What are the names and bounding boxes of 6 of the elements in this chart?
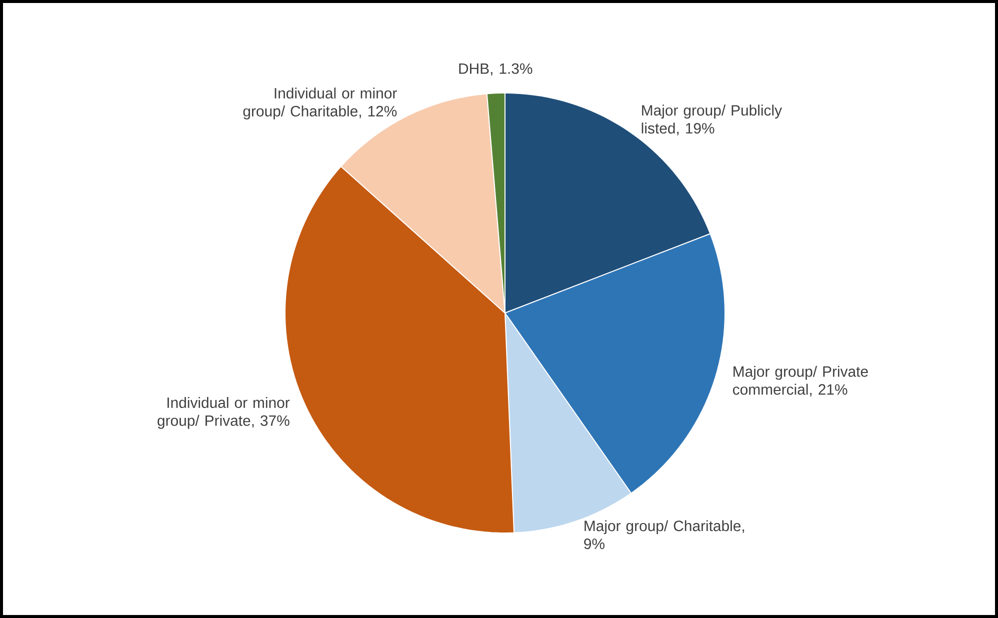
slice-label: Major group/ Charitable, 9% xyxy=(584,520,744,550)
slice-label: Individual or minor group/ Private, 37% xyxy=(158,397,290,429)
slice-label: DHB, 1.3% xyxy=(459,63,532,76)
slice-label: Major group/ Publicly listed, 19% xyxy=(642,104,782,136)
slice-label: Individual or minor group/ Charitable, 12% xyxy=(243,88,397,120)
slice-label: Major group/ Private commercial, 21% xyxy=(732,366,868,397)
